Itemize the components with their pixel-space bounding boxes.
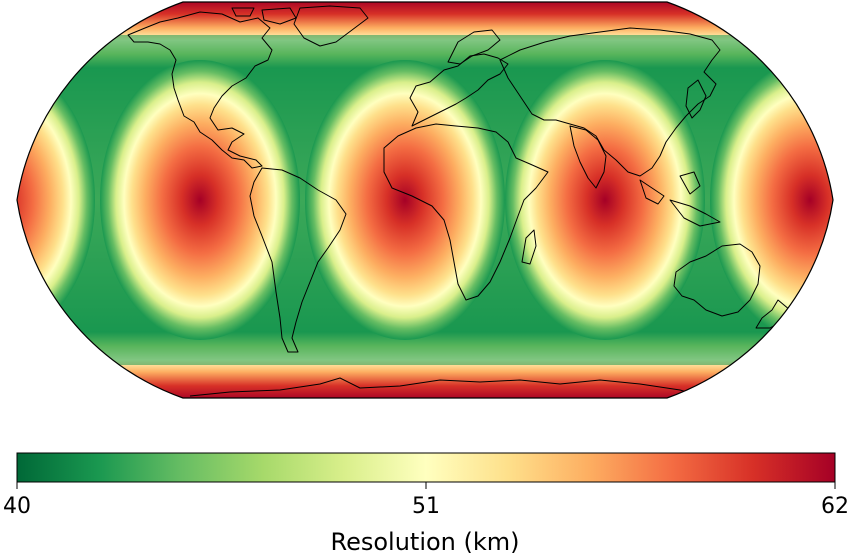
coastline-north-america (127, 11, 273, 169)
coastline-madagascar (521, 229, 537, 265)
colorbar-tick-label: 62 (821, 494, 849, 519)
colorbar-label: Resolution (km) (330, 528, 520, 556)
coastline-europe (409, 53, 509, 127)
coastline-scandinavia (447, 29, 501, 65)
coastline-india (569, 125, 607, 189)
colorbar-tick-label: 40 (3, 494, 31, 519)
coastline-asia (499, 27, 721, 177)
coastline-australia (673, 243, 761, 317)
coastlines (127, 5, 791, 397)
coastline-greenland (293, 5, 369, 47)
colorbar-ticks (16, 482, 836, 489)
coastline-arctic-islands (231, 7, 297, 25)
coastline-south-america (249, 167, 347, 353)
colorbar-tick-label: 51 (412, 494, 440, 519)
map-outline (16, 1, 834, 399)
map-field (17, 2, 833, 398)
coastline-se-asia-islands (639, 171, 721, 227)
colorbar (16, 452, 836, 483)
coastline-japan (685, 79, 707, 119)
coastline-africa (383, 123, 549, 301)
coastline-antarctica (189, 377, 701, 397)
